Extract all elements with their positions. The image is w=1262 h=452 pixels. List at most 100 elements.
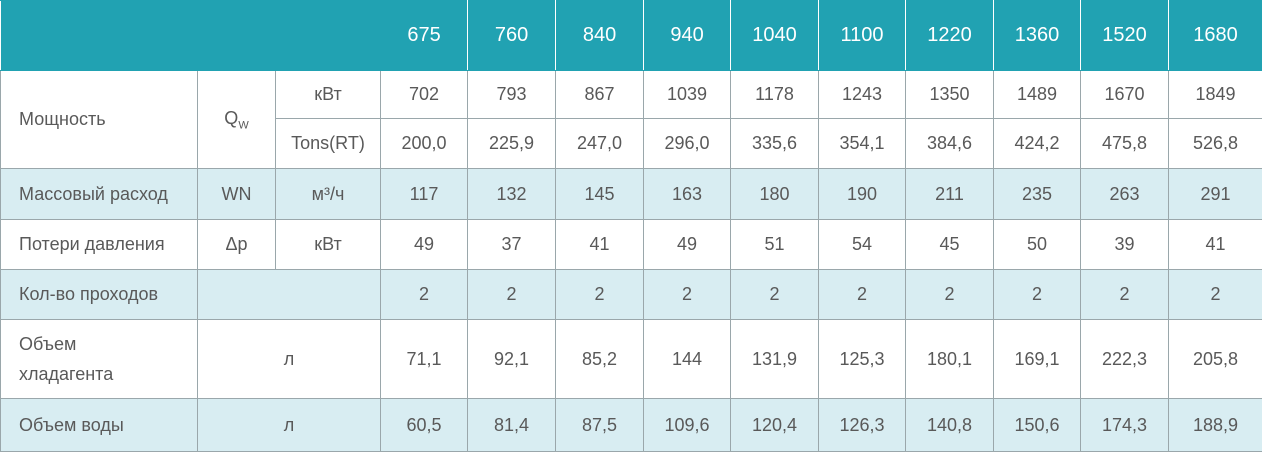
symbol-sub: W	[238, 119, 248, 131]
value-cell: 526,8	[1169, 119, 1262, 169]
value-cell: 200,0	[381, 119, 468, 169]
value-cell: 39	[1081, 220, 1169, 270]
value-cell: 140,8	[906, 399, 994, 452]
value-cell: 180,1	[906, 320, 994, 399]
value-cell: 1178	[731, 71, 819, 119]
value-cell: 145	[556, 169, 644, 220]
unit-cell: л	[198, 320, 381, 399]
model-header: 940	[644, 1, 731, 71]
label-text: Потери давления	[19, 234, 165, 254]
row-label: Потери давления	[1, 220, 198, 270]
value-cell: 41	[556, 220, 644, 270]
label-text: Мощность	[19, 109, 106, 129]
value-cell: 1039	[644, 71, 731, 119]
row-label: Объем воды	[1, 399, 198, 452]
value-cell: 163	[644, 169, 731, 220]
model-header: 675	[381, 1, 468, 71]
value-cell: 81,4	[468, 399, 556, 452]
value-cell: 1849	[1169, 71, 1262, 119]
value-cell: 247,0	[556, 119, 644, 169]
value-cell: 1243	[819, 71, 906, 119]
unit-cell: м³/ч	[276, 169, 381, 220]
row-label: Кол-во проходов	[1, 270, 198, 320]
value-cell: 2	[1169, 270, 1262, 320]
model-header: 840	[556, 1, 644, 71]
value-cell: 384,6	[906, 119, 994, 169]
symbol: Q	[224, 108, 238, 128]
value-cell: 92,1	[468, 320, 556, 399]
model-header: 1040	[731, 1, 819, 71]
model-header: 1360	[994, 1, 1081, 71]
value-cell: 2	[731, 270, 819, 320]
label-text: Массовый расход	[19, 184, 168, 204]
label-text: Объем хладагента	[19, 329, 129, 389]
unit-cell: Tons(RT)	[276, 119, 381, 169]
value-cell: 1670	[1081, 71, 1169, 119]
value-cell: 50	[994, 220, 1081, 270]
value-cell: 1489	[994, 71, 1081, 119]
value-cell: 125,3	[819, 320, 906, 399]
value-cell: 49	[644, 220, 731, 270]
value-cell: 2	[1081, 270, 1169, 320]
model-header: 1680	[1169, 1, 1262, 71]
row-label: Объем хладагента	[1, 320, 198, 399]
value-cell: 2	[994, 270, 1081, 320]
row-label: Мощность	[1, 71, 198, 169]
value-cell: 2	[819, 270, 906, 320]
value-cell: 51	[731, 220, 819, 270]
value-cell: 54	[819, 220, 906, 270]
value-cell: 60,5	[381, 399, 468, 452]
value-cell: 174,3	[1081, 399, 1169, 452]
symbol-cell: Δp	[198, 220, 276, 270]
model-header: 1100	[819, 1, 906, 71]
value-cell: 37	[468, 220, 556, 270]
value-cell: 2	[556, 270, 644, 320]
value-cell: 132	[468, 169, 556, 220]
value-cell: 291	[1169, 169, 1262, 220]
value-cell: 2	[644, 270, 731, 320]
value-cell: 702	[381, 71, 468, 119]
symbol-cell: WN	[198, 169, 276, 220]
value-cell: 180	[731, 169, 819, 220]
value-cell: 2	[468, 270, 556, 320]
model-header: 760	[468, 1, 556, 71]
value-cell: 150,6	[994, 399, 1081, 452]
label-text: Кол-во проходов	[19, 284, 158, 304]
value-cell: 2	[381, 270, 468, 320]
value-cell: 205,8	[1169, 320, 1262, 399]
value-cell: 475,8	[1081, 119, 1169, 169]
value-cell: 867	[556, 71, 644, 119]
value-cell: 1350	[906, 71, 994, 119]
value-cell: 45	[906, 220, 994, 270]
value-cell: 793	[468, 71, 556, 119]
value-cell: 296,0	[644, 119, 731, 169]
value-cell: 120,4	[731, 399, 819, 452]
model-header: 1220	[906, 1, 994, 71]
unit-cell: кВт	[276, 220, 381, 270]
value-cell: 354,1	[819, 119, 906, 169]
value-cell: 85,2	[556, 320, 644, 399]
unit-cell: кВт	[276, 71, 381, 119]
value-cell: 211	[906, 169, 994, 220]
value-cell: 222,3	[1081, 320, 1169, 399]
value-cell: 41	[1169, 220, 1262, 270]
header-blank	[1, 1, 381, 71]
value-cell: 235	[994, 169, 1081, 220]
value-cell: 169,1	[994, 320, 1081, 399]
value-cell: 49	[381, 220, 468, 270]
value-cell: 225,9	[468, 119, 556, 169]
label-text: Объем воды	[19, 415, 124, 435]
value-cell: 87,5	[556, 399, 644, 452]
unit-cell: л	[198, 399, 381, 452]
